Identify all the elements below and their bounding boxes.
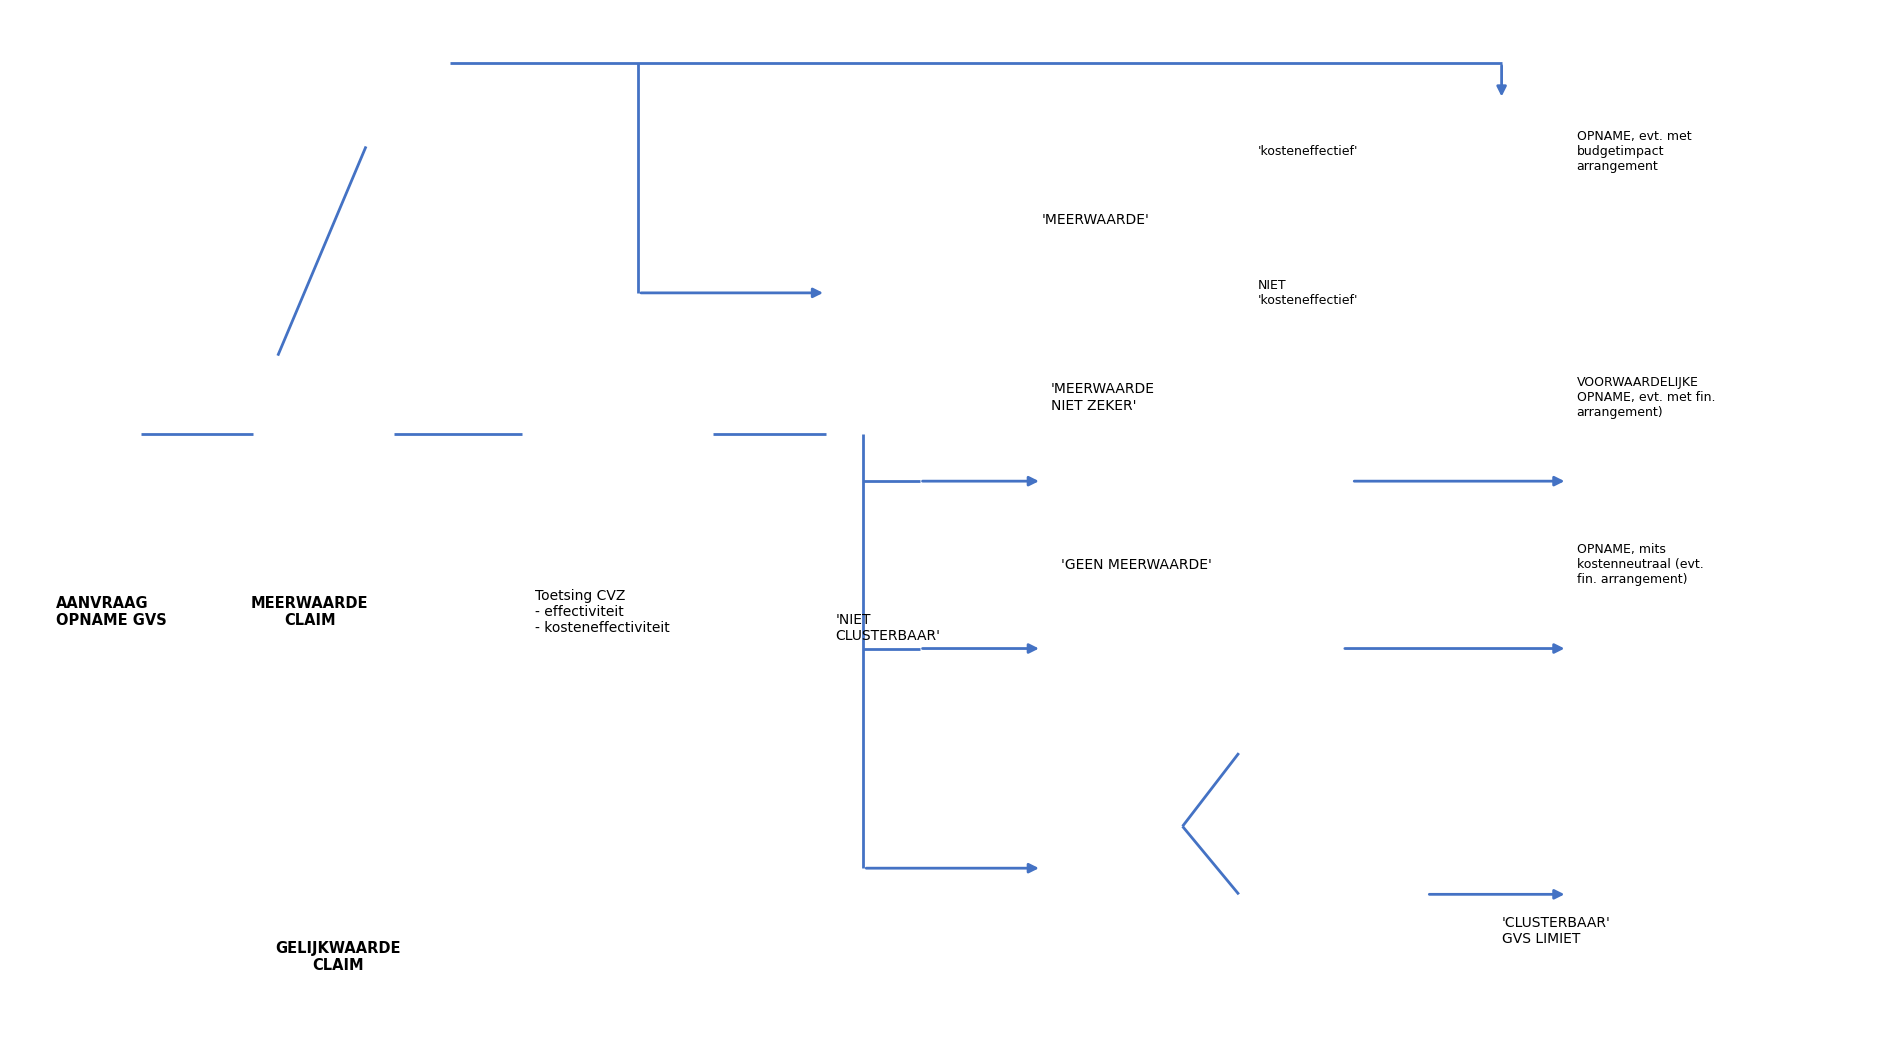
Text: Toetsing CVZ
- effectiviteit
- kosteneffectiviteit: Toetsing CVZ - effectiviteit - kosteneff… xyxy=(535,589,670,635)
Text: 'CLUSTERBAAR'
GVS LIMIET: 'CLUSTERBAAR' GVS LIMIET xyxy=(1502,916,1610,946)
Text: 'NIET
CLUSTERBAAR': 'NIET CLUSTERBAAR' xyxy=(835,613,940,642)
Text: 'GEEN MEERWAARDE': 'GEEN MEERWAARDE' xyxy=(1061,558,1211,572)
Text: MEERWAARDE
CLAIM: MEERWAARDE CLAIM xyxy=(252,596,368,628)
Text: VOORWAARDELIJKE
OPNAME, evt. met fin.
arrangement): VOORWAARDELIJKE OPNAME, evt. met fin. ar… xyxy=(1577,376,1716,419)
Text: GELIJKWAARDE
CLAIM: GELIJKWAARDE CLAIM xyxy=(276,941,400,973)
Text: 'MEERWAARDE': 'MEERWAARDE' xyxy=(1042,212,1149,227)
Text: 'MEERWAARDE
NIET ZEKER': 'MEERWAARDE NIET ZEKER' xyxy=(1051,383,1154,412)
Text: 'kosteneffectief': 'kosteneffectief' xyxy=(1258,145,1359,158)
Text: NIET
'kosteneffectief': NIET 'kosteneffectief' xyxy=(1258,279,1359,306)
Text: OPNAME, evt. met
budgetimpact
arrangement: OPNAME, evt. met budgetimpact arrangemen… xyxy=(1577,130,1691,174)
Text: AANVRAAG
OPNAME GVS: AANVRAAG OPNAME GVS xyxy=(56,596,167,628)
Text: OPNAME, mits
kostenneutraal (evt.
fin. arrangement): OPNAME, mits kostenneutraal (evt. fin. a… xyxy=(1577,543,1704,587)
